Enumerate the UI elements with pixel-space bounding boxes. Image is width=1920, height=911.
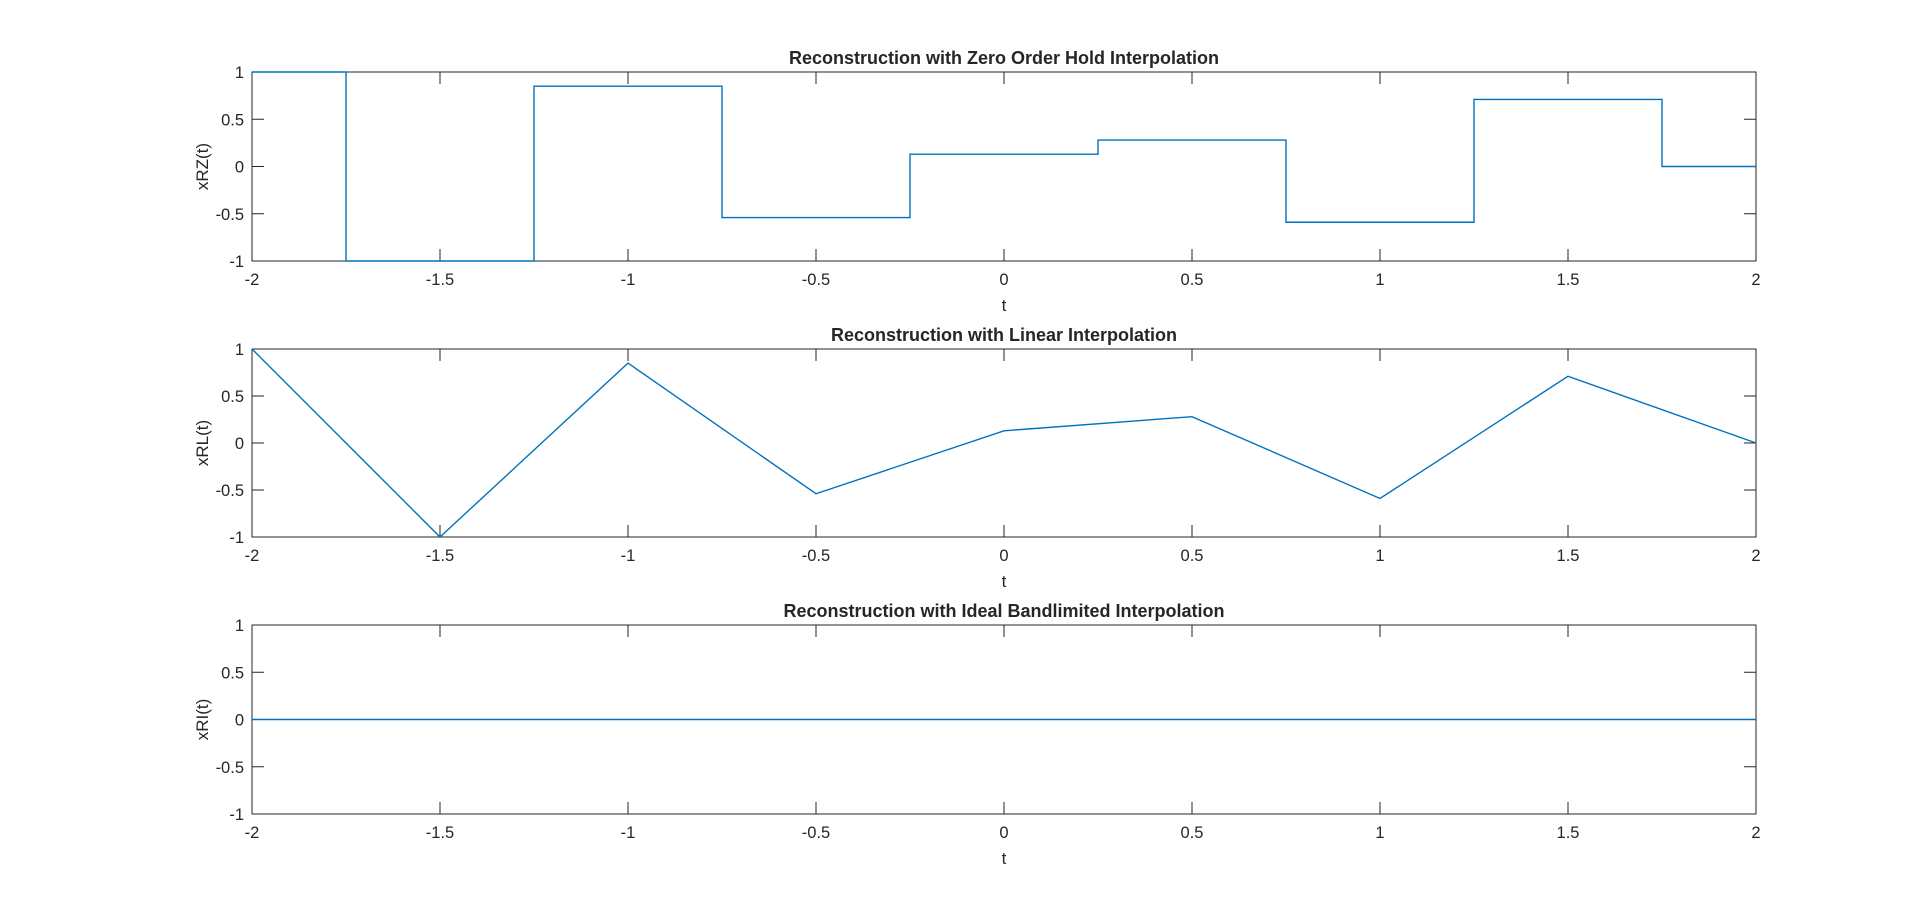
x-axis-label: t [1002,849,1007,868]
x-axis-label: t [1002,296,1007,315]
x-tick-label: 1 [1375,547,1384,565]
x-axis-label: t [1002,572,1007,591]
y-tick-label: 1 [235,341,244,359]
x-tick-label: -1.5 [426,547,454,565]
x-tick-label: 2 [1751,824,1760,842]
x-tick-label: -0.5 [802,547,830,565]
x-tick-label: 1.5 [1557,824,1580,842]
x-tick-label: -1 [621,824,636,842]
x-tick-label: -0.5 [802,271,830,289]
x-tick-label: -1.5 [426,824,454,842]
plot-area [251,71,1757,262]
series-line [252,71,1756,262]
subplot-1: -2 -1.5 -1 -0.5 0 0.5 1 1.5 2 1 0.5 0 -0.5 -1 Reconstr… [193,48,1761,315]
x-tick-label: -1.5 [426,271,454,289]
x-tick-label: 1 [1375,271,1384,289]
x-tick-label: -2 [245,271,260,289]
y-axis-label: xRI(t) [193,699,212,741]
y-tick-label: 0.5 [221,388,244,406]
y-axis-label: xRZ(t) [193,143,212,190]
y-tick-label: 0 [235,712,244,730]
y-tick-label: -1 [229,529,244,547]
x-tick-label: 1.5 [1557,547,1580,565]
y-tick-label: -1 [229,253,244,271]
chart-title: Reconstruction with Ideal Bandlimited In… [783,601,1224,621]
y-tick-label: -0.5 [216,482,244,500]
subplot-3: -2 -1.5 -1 -0.5 0 0.5 1 1.5 2 1 0.5 0 -0.5 -1 Reconstr… [193,601,1761,868]
x-tick-label: 0 [999,271,1008,289]
chart-title: Reconstruction with Zero Order Hold Inte… [789,48,1219,68]
x-tick-label: 0 [999,824,1008,842]
x-tick-label: 0.5 [1181,271,1204,289]
x-tick-label: -1 [621,271,636,289]
x-tick-label: 2 [1751,547,1760,565]
y-tick-label: -0.5 [216,759,244,777]
x-tick-label: 0 [999,547,1008,565]
y-tick-label: 0.5 [221,664,244,682]
x-tick-label: 1.5 [1557,271,1580,289]
subplot-2: -2 -1.5 -1 -0.5 0 0.5 1 1.5 2 1 0.5 0 -0.5 -1 Reconstr… [193,325,1761,591]
x-tick-label: -1 [621,547,636,565]
y-tick-label: -0.5 [216,206,244,224]
x-tick-label: -0.5 [802,824,830,842]
chart-title: Reconstruction with Linear Interpolation [831,325,1177,345]
y-tick-label: 1 [235,617,244,635]
y-tick-label: 0 [235,159,244,177]
x-tick-label: 2 [1751,271,1760,289]
y-axis-label: xRL(t) [193,420,212,466]
x-tick-label: 0.5 [1181,547,1204,565]
y-tick-label: 0.5 [221,111,244,129]
series-line [251,348,1757,538]
plot-area [251,348,1757,538]
x-tick-label: -2 [245,547,260,565]
y-tick-label: -1 [229,806,244,824]
x-tick-label: -2 [245,824,260,842]
y-tick-label: 0 [235,435,244,453]
y-tick-label: 1 [235,64,244,82]
x-tick-label: 0.5 [1181,824,1204,842]
x-tick-label: 1 [1375,824,1384,842]
